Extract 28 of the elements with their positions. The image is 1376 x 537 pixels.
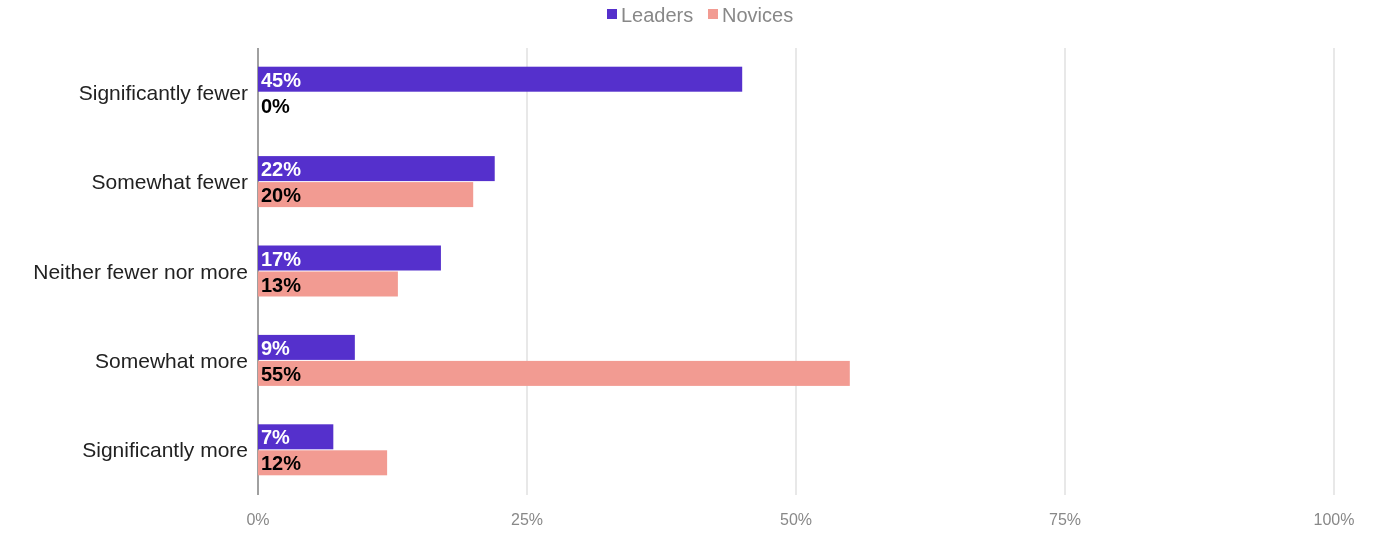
legend-label: Leaders [621, 4, 694, 26]
data-label: 13% [261, 273, 302, 296]
x-tick-label: 50% [779, 511, 813, 528]
data-label: 45% [261, 68, 302, 91]
data-label: 17% [261, 247, 302, 270]
x-tick-label: 25% [510, 511, 544, 528]
bar [258, 156, 495, 182]
data-label: 9% [261, 336, 291, 359]
bar [258, 271, 398, 297]
bar [258, 66, 743, 92]
y-tick-label: Significantly fewer [78, 80, 248, 104]
data-label: 0% [261, 94, 291, 117]
y-tick-label: Somewhat fewer [91, 170, 248, 194]
x-tick-label: 100% [1313, 511, 1355, 528]
bar [258, 182, 474, 208]
data-label: 7% [261, 426, 291, 449]
y-tick-label: Somewhat more [95, 348, 248, 372]
data-label: 22% [261, 158, 302, 181]
y-tick-label: Neither fewer nor more [33, 259, 248, 283]
data-label: 20% [261, 184, 302, 207]
bar [258, 245, 441, 271]
data-label: 12% [261, 452, 302, 475]
bar [258, 360, 850, 386]
x-tick-label: 75% [1048, 511, 1082, 528]
y-tick-label: Significantly more [82, 438, 248, 462]
data-label: 55% [261, 362, 302, 385]
legend-label: Novices [722, 4, 794, 26]
x-tick-label: 0% [246, 511, 270, 528]
